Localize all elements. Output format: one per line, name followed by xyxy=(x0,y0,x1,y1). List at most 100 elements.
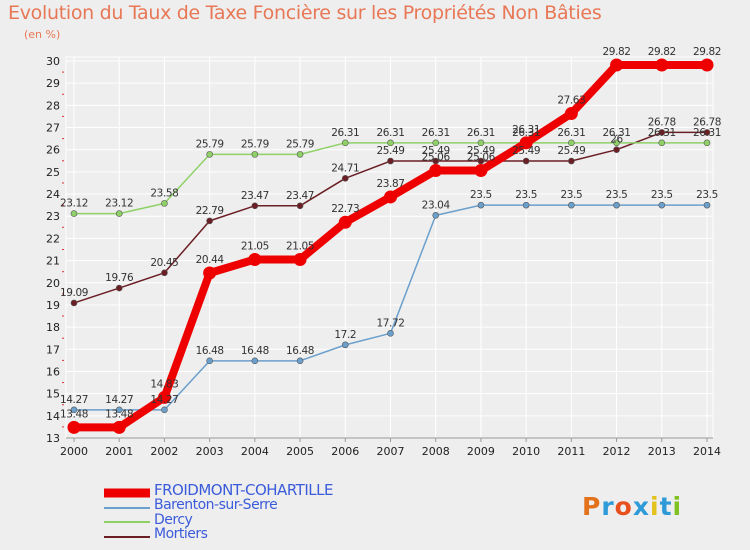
data-label-3: 23.87 xyxy=(376,178,404,190)
series-point-2 xyxy=(658,201,666,209)
series-layer xyxy=(67,58,714,434)
data-label-3: 13.48 xyxy=(60,408,88,420)
data-label-0: 19.76 xyxy=(105,272,134,284)
data-label-1: 23.12 xyxy=(105,198,133,210)
series-point-1 xyxy=(613,139,620,147)
data-label-3: 21.05 xyxy=(241,240,269,252)
series-point-1 xyxy=(432,139,440,147)
series-point-1 xyxy=(296,151,304,158)
series-point-3 xyxy=(338,215,352,229)
data-label-1: 26.31 xyxy=(422,127,450,139)
series-point-1 xyxy=(477,139,485,147)
data-label-0: 19.09 xyxy=(60,287,88,299)
y-tick-label: 15 xyxy=(46,388,60,401)
y-tick-label: 21 xyxy=(46,255,60,268)
y-tick-label: 29 xyxy=(46,77,60,90)
data-label-3: 22.73 xyxy=(331,203,359,215)
brand-letter: i xyxy=(672,492,683,521)
x-tick-label: 2002 xyxy=(150,445,178,458)
legend-label-barenton: Barenton-sur-Serre xyxy=(154,496,278,513)
series-point-3 xyxy=(248,252,262,266)
series-point-1 xyxy=(658,139,666,147)
series-point-2 xyxy=(115,406,123,414)
series-point-2 xyxy=(387,330,394,337)
data-label-3: 29.82 xyxy=(603,46,631,58)
axis-layer: 13 14 15 16 17 18 19 20 21 22 23 24 25 26 27 28 29 30 2000… xyxy=(46,55,721,458)
data-label-0: 23.47 xyxy=(241,190,269,202)
data-label-0: 22.79 xyxy=(196,205,224,217)
series-point-2 xyxy=(522,201,530,209)
data-label-1: 26.31 xyxy=(693,127,721,139)
x-tick-label: 2011 xyxy=(557,445,585,458)
series-point-0 xyxy=(568,157,575,165)
series-point-3 xyxy=(384,190,397,204)
chart-subtitle: (en %) xyxy=(24,28,61,41)
data-label-2: 23.5 xyxy=(696,189,718,201)
brand-letter: i xyxy=(650,492,660,521)
data-label-2: 23.5 xyxy=(606,189,628,201)
series-point-3 xyxy=(610,58,624,72)
data-label-0: 24.71 xyxy=(331,162,359,174)
y-tick-label: 18 xyxy=(46,321,60,334)
series-point-3 xyxy=(655,58,669,72)
data-label-3: 14.83 xyxy=(150,378,178,390)
brand-letter: P xyxy=(582,492,602,521)
y-tick-label: 24 xyxy=(46,188,60,201)
data-label-3: 29.82 xyxy=(648,46,676,58)
series-point-2 xyxy=(206,357,213,365)
data-label-3: 27.63 xyxy=(557,95,585,107)
data-label-2: 14.27 xyxy=(60,394,88,406)
data-label-1: 26.31 xyxy=(557,127,585,139)
series-point-0 xyxy=(613,146,620,154)
data-label-1: 26.31 xyxy=(512,127,540,139)
series-point-1 xyxy=(703,139,711,147)
series-point-0 xyxy=(477,157,485,165)
data-label-0: 26.78 xyxy=(693,116,721,128)
series-point-0 xyxy=(70,299,78,307)
x-tick-label: 2010 xyxy=(512,445,540,458)
x-tick-label: 2014 xyxy=(693,445,721,458)
series-point-1 xyxy=(206,151,213,158)
series-point-0 xyxy=(658,129,666,136)
series-point-2 xyxy=(70,406,78,414)
x-tick-label: 2013 xyxy=(648,445,676,458)
data-label-3: 21.05 xyxy=(286,240,314,252)
data-label-0: 26 xyxy=(610,134,623,146)
series-point-3 xyxy=(564,107,578,121)
x-tick-label: 2006 xyxy=(331,445,359,458)
series-point-3 xyxy=(519,136,533,150)
data-label-0: 25.49 xyxy=(512,145,540,157)
data-label-1: 26.31 xyxy=(467,127,495,139)
x-tick-label: 2008 xyxy=(422,445,450,458)
y-tick-label: 20 xyxy=(46,277,60,290)
data-label-2: 23.5 xyxy=(560,189,582,201)
x-tick-label: 2007 xyxy=(377,445,405,458)
y-tick-label: 25 xyxy=(46,166,60,179)
data-label-3: 13.48 xyxy=(105,408,133,420)
series-point-2 xyxy=(341,341,349,349)
data-label-3: 25.06 xyxy=(467,152,496,164)
x-tick-label: 2009 xyxy=(467,445,495,458)
data-label-1: 26.31 xyxy=(648,127,676,139)
y-tick-label: 19 xyxy=(46,299,60,312)
y-tick-label: 22 xyxy=(46,232,60,245)
y-tick-label: 28 xyxy=(46,99,60,112)
series-point-3 xyxy=(700,58,714,72)
data-label-0: 25.49 xyxy=(557,145,585,157)
x-tick-label: 2001 xyxy=(105,445,133,458)
series-point-0 xyxy=(206,217,213,225)
data-label-2: 23.5 xyxy=(651,189,673,201)
series-point-2 xyxy=(296,357,304,365)
data-label-1: 26.31 xyxy=(603,127,631,139)
series-point-1 xyxy=(251,151,259,158)
data-label-2: 23.5 xyxy=(515,189,537,201)
series-point-2 xyxy=(161,406,168,414)
data-label-2: 17.72 xyxy=(376,317,404,329)
series-point-0 xyxy=(296,202,304,210)
series-point-2 xyxy=(613,201,620,209)
data-label-1: 25.79 xyxy=(241,138,269,150)
data-label-2: 23.04 xyxy=(422,199,451,211)
data-label-2: 14.27 xyxy=(105,394,133,406)
series-point-1 xyxy=(115,210,123,217)
